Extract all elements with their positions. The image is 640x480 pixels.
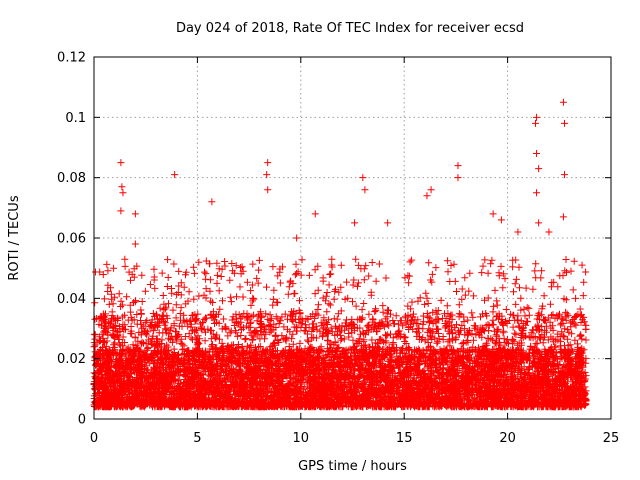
x-tick-label: 15 bbox=[396, 431, 413, 446]
roti-point bbox=[560, 171, 568, 179]
roti-point bbox=[532, 119, 540, 127]
axis-ticks: 0 0.02 0.04 0.06 0.08 0.1 0.12 0 5 10 15 20 25 bbox=[57, 51, 619, 447]
roti-point bbox=[489, 210, 497, 218]
roti-point bbox=[535, 165, 543, 173]
x-axis-label: GPS time / hours bbox=[298, 459, 407, 474]
roti-point bbox=[454, 174, 462, 182]
roti-point bbox=[559, 98, 567, 106]
y-tick-label: 0.06 bbox=[57, 232, 86, 247]
roti-point bbox=[131, 210, 139, 218]
x-tick-label: 20 bbox=[499, 431, 516, 446]
roti-point bbox=[454, 162, 462, 170]
roti-point bbox=[545, 228, 553, 236]
roti-point bbox=[264, 159, 272, 167]
x-tick-label: 10 bbox=[293, 431, 310, 446]
roti-point bbox=[559, 213, 567, 221]
roti-point bbox=[118, 183, 126, 191]
roti-point bbox=[427, 186, 435, 194]
roti-point bbox=[533, 189, 541, 197]
roti-point bbox=[560, 119, 568, 127]
roti-point bbox=[311, 210, 319, 218]
roti-point bbox=[497, 216, 505, 224]
data-points bbox=[90, 98, 590, 411]
roti-point bbox=[361, 186, 369, 194]
roti-point bbox=[423, 192, 431, 200]
roti-point bbox=[263, 171, 271, 179]
roti-point bbox=[264, 186, 272, 194]
roti-point bbox=[117, 207, 125, 215]
y-tick-label: 0.12 bbox=[57, 51, 86, 66]
roti-point bbox=[535, 219, 543, 227]
x-tick-label: 5 bbox=[193, 431, 201, 446]
roti-point bbox=[384, 219, 392, 227]
y-tick-label: 0.04 bbox=[57, 292, 86, 307]
roti-point bbox=[514, 228, 522, 236]
y-tick-label: 0.02 bbox=[57, 352, 86, 367]
x-tick-label: 25 bbox=[603, 431, 620, 446]
roti-point bbox=[533, 113, 541, 121]
roti-point bbox=[208, 198, 216, 206]
roti-point bbox=[578, 261, 586, 269]
roti-point bbox=[293, 234, 301, 242]
roti-point bbox=[119, 189, 127, 197]
roti-point bbox=[359, 174, 367, 182]
chart-title: Day 024 of 2018, Rate Of TEC Index for r… bbox=[176, 21, 524, 36]
y-tick-label: 0.08 bbox=[57, 171, 86, 186]
y-axis-label: ROTI / TECUs bbox=[7, 195, 22, 280]
roti-point bbox=[533, 150, 541, 158]
y-tick-label: 0.1 bbox=[65, 111, 86, 126]
y-tick-label: 0 bbox=[78, 413, 86, 428]
roti-point bbox=[131, 240, 139, 248]
roti-point bbox=[171, 171, 179, 179]
x-tick-label: 0 bbox=[90, 431, 98, 446]
roti-point-cloud bbox=[90, 255, 590, 411]
roti-point bbox=[117, 159, 125, 167]
roti-point bbox=[351, 219, 359, 227]
